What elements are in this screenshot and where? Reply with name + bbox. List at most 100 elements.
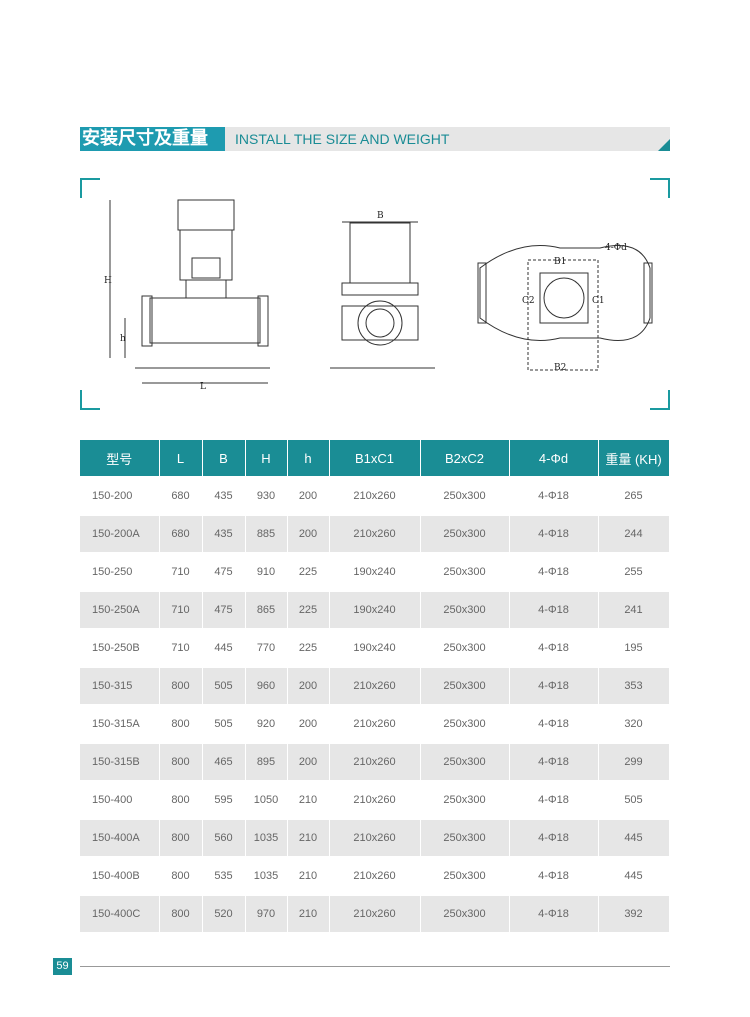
table-cell: 200 bbox=[287, 476, 330, 515]
table-cell: 190x240 bbox=[329, 552, 421, 591]
footer-divider bbox=[80, 966, 670, 967]
label-L: L bbox=[200, 382, 206, 392]
table-cell: 250x300 bbox=[420, 590, 510, 629]
table-row: 150-200A 680 435 885 200 210x260 250x300 4-Φ18 2… bbox=[80, 514, 670, 553]
table-cell: 475 bbox=[202, 552, 246, 591]
table-cell: 250x300 bbox=[420, 514, 510, 553]
table-cell: 445 bbox=[598, 856, 670, 895]
table-cell: 150-200 bbox=[80, 476, 160, 515]
table-cell: 150-200A bbox=[80, 514, 160, 553]
table-cell: 250x300 bbox=[420, 780, 510, 819]
label-H: H bbox=[104, 276, 112, 286]
table-cell: 465 bbox=[202, 742, 246, 781]
column-header: h bbox=[287, 440, 330, 477]
top-view-drawing bbox=[477, 245, 653, 371]
table-cell: 865 bbox=[245, 590, 288, 629]
title-chinese: 安装尺寸及重量 bbox=[80, 127, 225, 151]
table-cell: 210x260 bbox=[329, 666, 421, 705]
table-row: 150-315B 800 465 895 200 210x260 250x300 4-Φ18 2… bbox=[80, 742, 670, 781]
frame-corner-icon bbox=[80, 178, 100, 198]
table-cell: 475 bbox=[202, 590, 246, 629]
table-row: 150-250B 710 445 770 225 190x240 250x300 4-Φ18 1… bbox=[80, 628, 670, 667]
table-cell: 210x260 bbox=[329, 856, 421, 895]
label-B: B bbox=[377, 211, 384, 221]
table-cell: 250x300 bbox=[420, 818, 510, 857]
page-number: 59 bbox=[53, 958, 72, 975]
table-cell: 435 bbox=[202, 514, 246, 553]
table-cell: 353 bbox=[598, 666, 670, 705]
table-cell: 920 bbox=[245, 704, 288, 743]
table-cell: 505 bbox=[202, 704, 246, 743]
table-cell: 225 bbox=[287, 590, 330, 629]
table-cell: 241 bbox=[598, 590, 670, 629]
side-view-drawing bbox=[109, 199, 270, 384]
column-header: B1xC1 bbox=[329, 440, 421, 477]
table-cell: 560 bbox=[202, 818, 246, 857]
table-cell: 210 bbox=[287, 856, 330, 895]
label-holes: 4-Φd bbox=[605, 243, 627, 253]
table-cell: 445 bbox=[202, 628, 246, 667]
table-cell: 210x260 bbox=[329, 476, 421, 515]
table-cell: 535 bbox=[202, 856, 246, 895]
title-english: INSTALL THE SIZE AND WEIGHT bbox=[235, 131, 450, 147]
table-cell: 150-400 bbox=[80, 780, 160, 819]
table-cell: 210x260 bbox=[329, 514, 421, 553]
table-cell: 210x260 bbox=[329, 894, 421, 932]
table-cell: 680 bbox=[159, 514, 203, 553]
column-header: B2xC2 bbox=[420, 440, 510, 477]
table-cell: 1035 bbox=[245, 856, 288, 895]
label-C1: C1 bbox=[592, 296, 605, 306]
table-cell: 4-Φ18 bbox=[509, 552, 599, 591]
table-cell: 200 bbox=[287, 742, 330, 781]
table-cell: 299 bbox=[598, 742, 670, 781]
table-cell: 225 bbox=[287, 628, 330, 667]
table-cell: 210x260 bbox=[329, 742, 421, 781]
table-cell: 200 bbox=[287, 704, 330, 743]
table-cell: 4-Φ18 bbox=[509, 590, 599, 629]
column-header: L bbox=[159, 440, 203, 477]
table-cell: 1050 bbox=[245, 780, 288, 819]
table-cell: 210 bbox=[287, 780, 330, 819]
table-cell: 710 bbox=[159, 590, 203, 629]
table-cell: 150-250B bbox=[80, 628, 160, 667]
table-cell: 680 bbox=[159, 476, 203, 515]
column-header: 重量 (KH) bbox=[598, 440, 670, 477]
table-cell: 200 bbox=[287, 514, 330, 553]
table-cell: 210x260 bbox=[329, 818, 421, 857]
table-cell: 520 bbox=[202, 894, 246, 932]
table-row: 150-400C 800 520 970 210 210x260 250x300 4-Φ18 3… bbox=[80, 894, 670, 932]
table-cell: 445 bbox=[598, 818, 670, 857]
table-cell: 392 bbox=[598, 894, 670, 932]
table-cell: 710 bbox=[159, 552, 203, 591]
table-cell: 150-315 bbox=[80, 666, 160, 705]
table-cell: 250x300 bbox=[420, 552, 510, 591]
table-cell: 595 bbox=[202, 780, 246, 819]
table-row: 150-400 800 595 1050 210 210x260 250x300 4-Φ18 5… bbox=[80, 780, 670, 819]
table-cell: 150-400C bbox=[80, 894, 160, 932]
table-cell: 150-315B bbox=[80, 742, 160, 781]
table-cell: 885 bbox=[245, 514, 288, 553]
table-cell: 1035 bbox=[245, 818, 288, 857]
table-cell: 210x260 bbox=[329, 780, 421, 819]
frame-corner-icon bbox=[650, 390, 670, 410]
table-cell: 970 bbox=[245, 894, 288, 932]
table-cell: 710 bbox=[159, 628, 203, 667]
table-cell: 4-Φ18 bbox=[509, 742, 599, 781]
table-cell: 960 bbox=[245, 666, 288, 705]
table-row: 150-400B 800 535 1035 210 210x260 250x300 4-Φ18… bbox=[80, 856, 670, 895]
table-cell: 150-250 bbox=[80, 552, 160, 591]
table-cell: 800 bbox=[159, 704, 203, 743]
dimension-drawing: H h L B B1 B2 C2 bbox=[80, 178, 670, 410]
table-cell: 800 bbox=[159, 780, 203, 819]
table-cell: 800 bbox=[159, 742, 203, 781]
table-cell: 210 bbox=[287, 894, 330, 932]
table-cell: 4-Φ18 bbox=[509, 476, 599, 515]
table-cell: 4-Φ18 bbox=[509, 628, 599, 667]
label-C2: C2 bbox=[522, 296, 535, 306]
table-cell: 4-Φ18 bbox=[509, 894, 599, 932]
table-cell: 244 bbox=[598, 514, 670, 553]
table-cell: 210 bbox=[287, 818, 330, 857]
frame-corner-icon bbox=[650, 178, 670, 198]
table-cell: 250x300 bbox=[420, 742, 510, 781]
table-cell: 435 bbox=[202, 476, 246, 515]
